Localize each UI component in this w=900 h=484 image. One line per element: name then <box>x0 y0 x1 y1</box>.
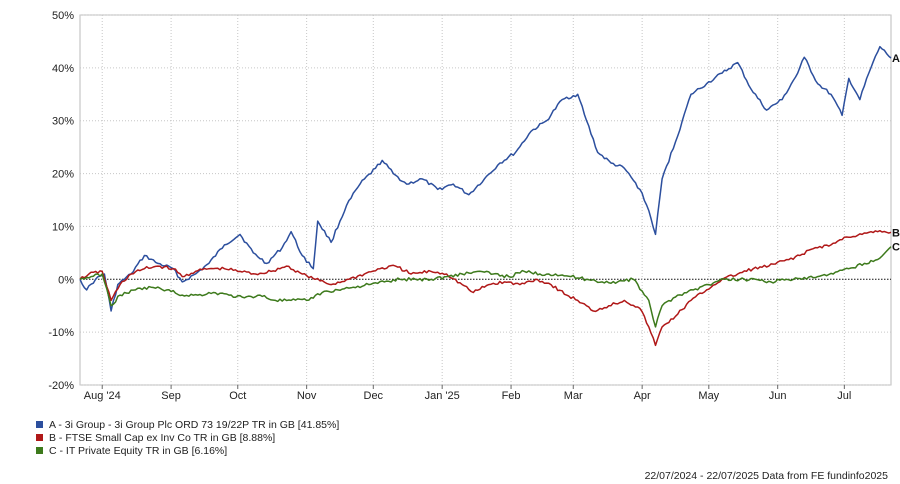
legend: A - 3i Group - 3i Group Plc ORD 73 19/22… <box>36 418 339 457</box>
data-source-footer: 22/07/2024 - 22/07/2025 Data from FE fun… <box>644 470 888 482</box>
x-tick-label: Apr <box>634 390 651 402</box>
legend-swatch-b <box>36 434 43 441</box>
legend-item-a: A - 3i Group - 3i Group Plc ORD 73 19/22… <box>36 418 339 431</box>
series-end-label-b: B <box>892 227 900 239</box>
legend-item-c: C - IT Private Equity TR in GB [6.16%] <box>36 444 339 457</box>
x-tick-label: Sep <box>161 390 181 402</box>
series-line-c <box>79 246 892 328</box>
y-tick-label: -10% <box>48 327 74 339</box>
x-tick-label: Feb <box>502 390 521 402</box>
legend-swatch-c <box>36 447 43 454</box>
x-tick-label: May <box>698 390 719 402</box>
x-tick-label: Aug '24 <box>84 390 121 402</box>
x-tick-label: Jun <box>769 390 787 402</box>
y-tick-label: 40% <box>52 63 74 75</box>
series-end-label-c: C <box>892 242 900 254</box>
legend-swatch-a <box>36 421 43 428</box>
y-tick-label: 0% <box>58 274 74 286</box>
x-tick-label: Dec <box>364 390 384 402</box>
legend-label-b: B - FTSE Small Cap ex Inv Co TR in GB [8… <box>49 431 276 444</box>
series-line-b <box>79 229 892 347</box>
x-tick-label: Jul <box>837 390 851 402</box>
x-tick-label: Oct <box>229 390 246 402</box>
series-line-a <box>79 45 892 312</box>
y-tick-label: 50% <box>52 10 74 22</box>
legend-label-a: A - 3i Group - 3i Group Plc ORD 73 19/22… <box>49 418 340 431</box>
y-tick-label: 10% <box>52 221 74 233</box>
y-tick-label: 20% <box>52 169 74 181</box>
x-tick-label: Nov <box>297 390 317 402</box>
legend-label-c: C - IT Private Equity TR in GB [6.16%] <box>49 444 228 457</box>
plot-area <box>79 14 892 386</box>
y-tick-label: -20% <box>48 380 74 392</box>
y-tick-label: 30% <box>52 116 74 128</box>
x-tick-label: Mar <box>564 390 583 402</box>
series-end-label-a: A <box>892 53 900 65</box>
x-tick-label: Jan '25 <box>425 390 460 402</box>
legend-item-b: B - FTSE Small Cap ex Inv Co TR in GB [8… <box>36 431 339 444</box>
